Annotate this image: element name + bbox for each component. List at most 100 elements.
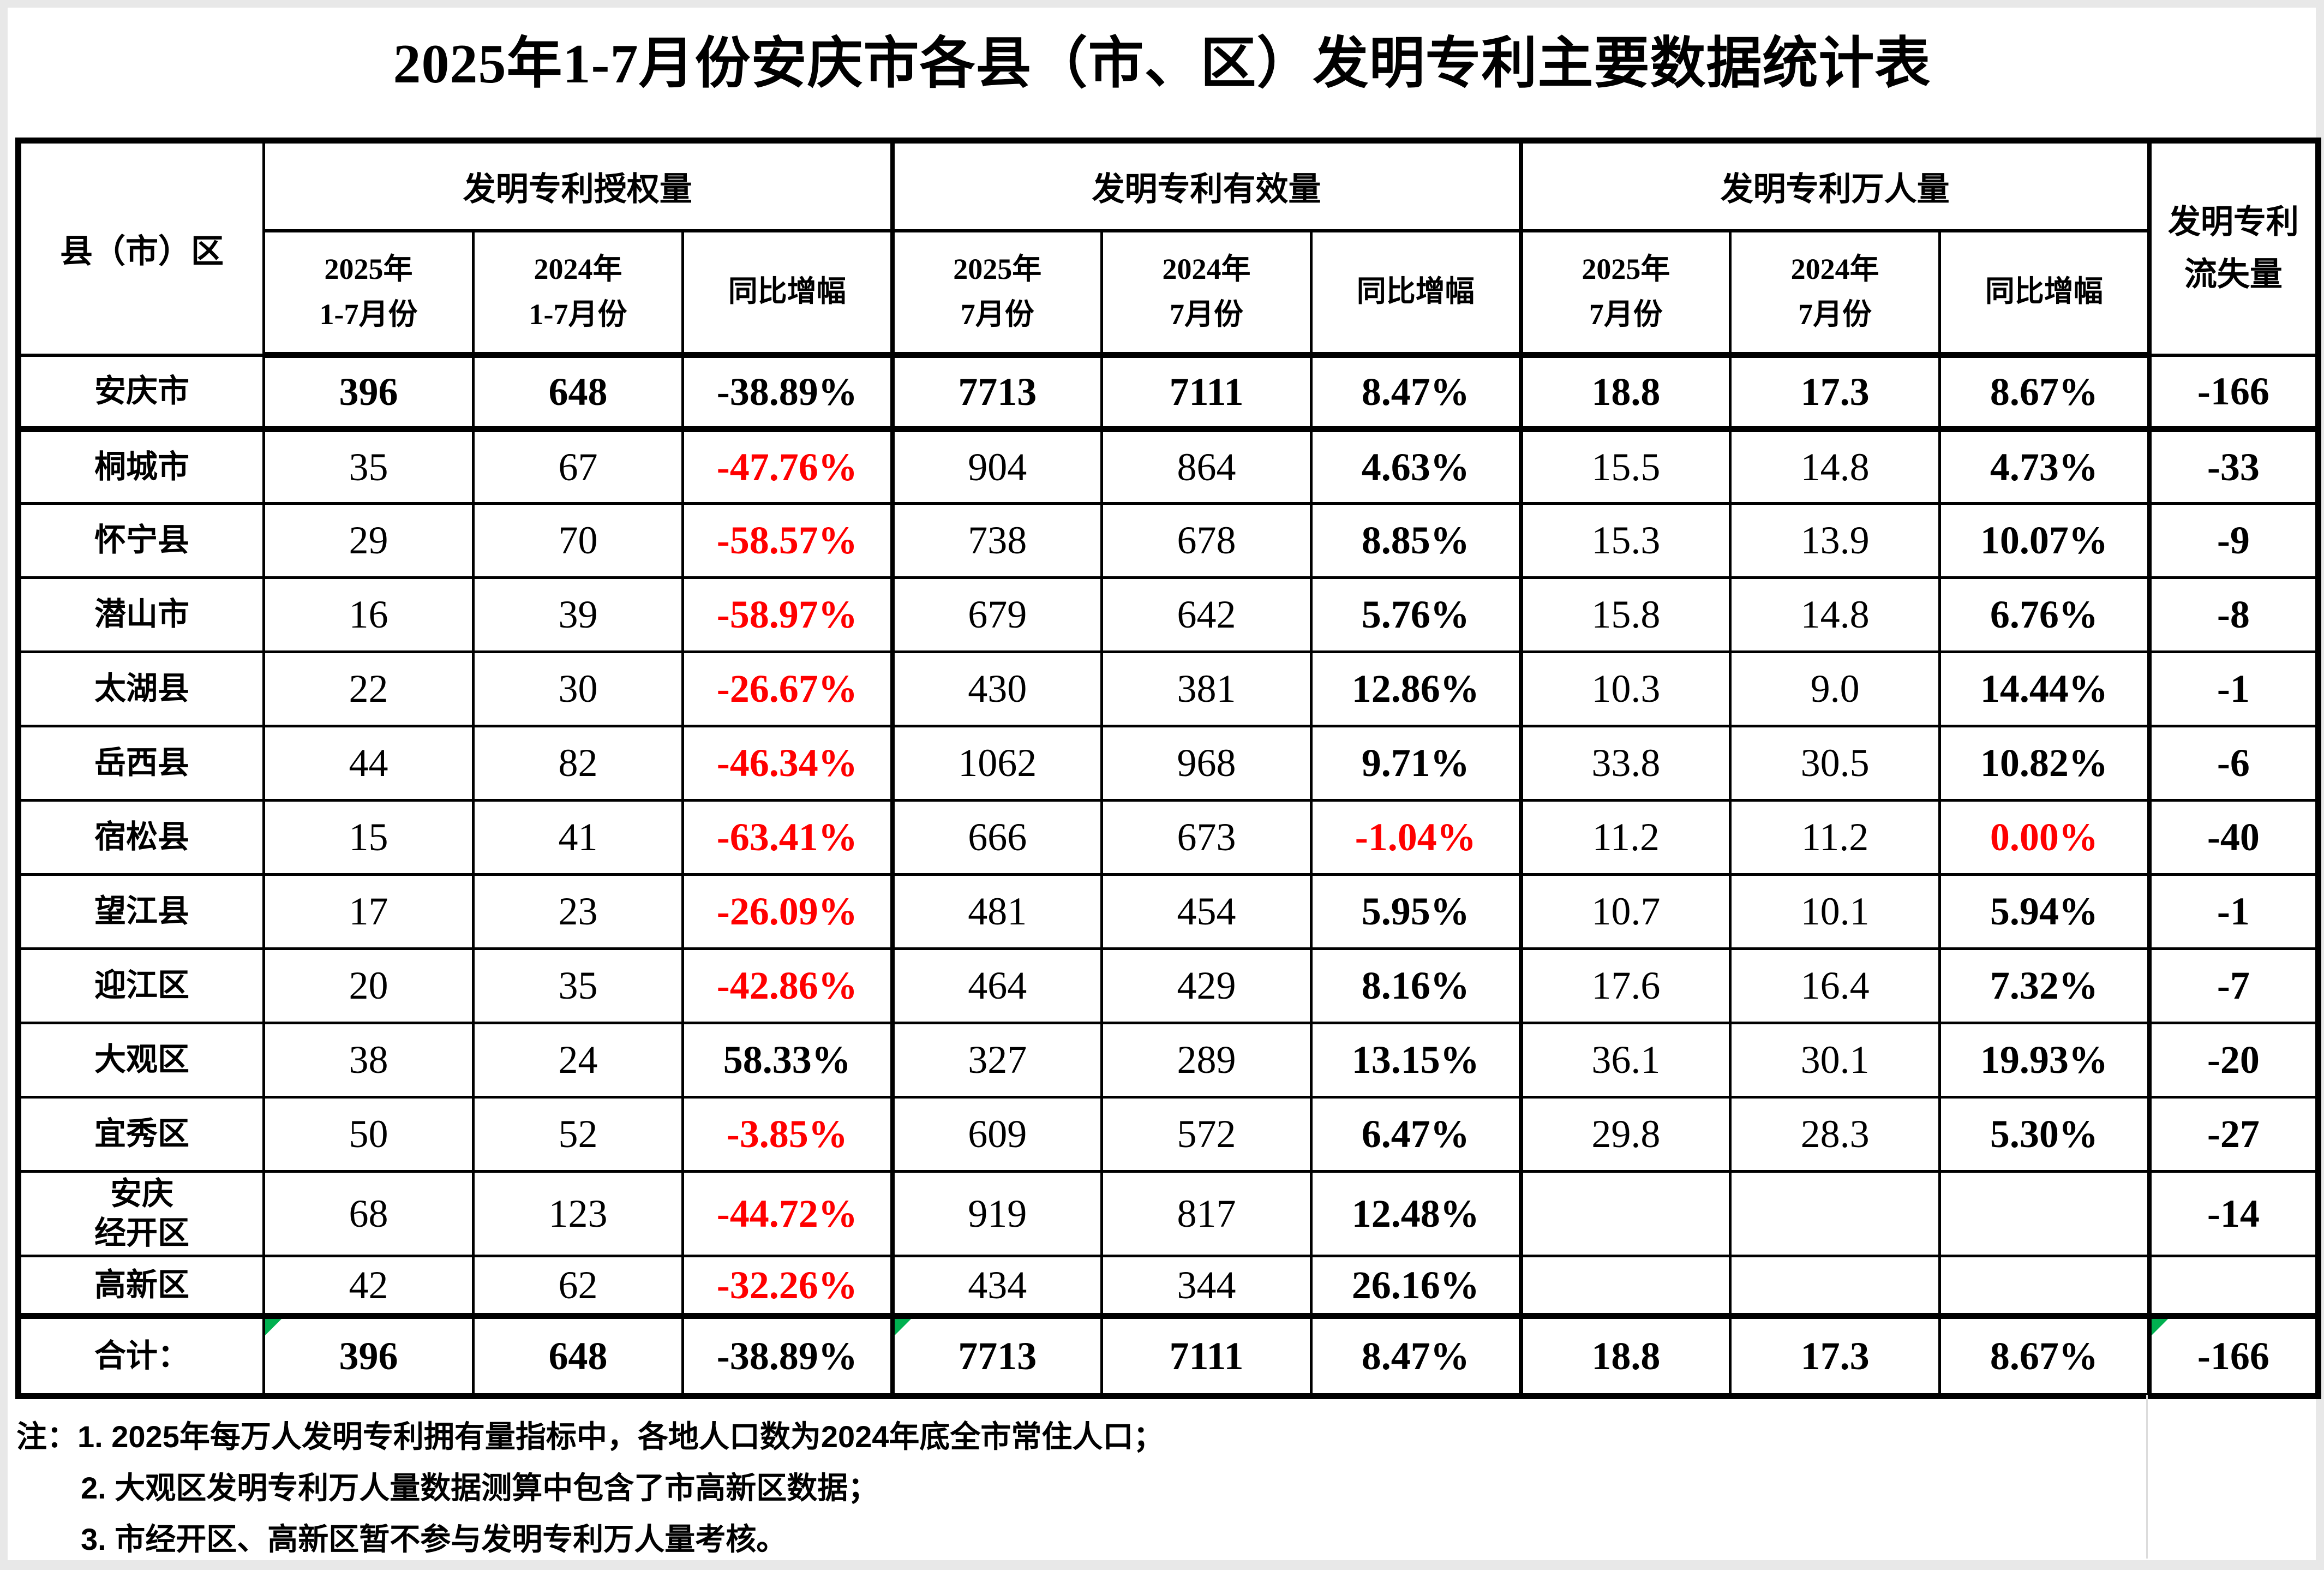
value-cell: 38 [262, 1022, 475, 1099]
cell-value: 5.76% [1361, 593, 1470, 636]
region-name-cell: 望江县 [17, 873, 265, 950]
cell-value: 968 [1177, 741, 1236, 785]
cell-value: 6.76% [1990, 593, 2098, 636]
cell-value: 10.3 [1591, 667, 1661, 711]
cell-value: -26.09% [716, 890, 858, 933]
value-cell [2147, 1255, 2320, 1317]
cell-value: 7.32% [1990, 964, 2098, 1007]
value-cell: -166 [2147, 354, 2320, 432]
cell-value: 50 [349, 1112, 388, 1156]
value-cell: 15.8 [1518, 576, 1732, 653]
cell-value: 9.0 [1810, 667, 1860, 711]
table-row: 合计： 396 648 -38.89% 7713 7111 8.47% 18.8 17.3 8.6… [17, 1313, 2320, 1398]
cell-value: 0.00% [1990, 815, 2098, 859]
cell-value: 648 [548, 1334, 608, 1378]
error-corner-icon [266, 1322, 281, 1335]
cell-value: -47.76% [716, 445, 858, 489]
cell-value: 15.8 [1591, 593, 1661, 636]
value-cell: 70 [472, 502, 684, 579]
cell-value: 8.47% [1361, 370, 1470, 414]
value-cell: 35 [472, 947, 684, 1024]
value-cell [1729, 1170, 1942, 1257]
header-group-per10k: 发明专利万人量 [1518, 139, 2151, 232]
value-cell: 344 [1100, 1255, 1313, 1317]
value-cell: 1062 [890, 725, 1104, 802]
value-cell: 17 [262, 873, 475, 950]
table-row: 安庆 经开区 68 123 -44.72% 919 817 12.48% -14 [17, 1170, 2320, 1257]
value-cell: -1 [2147, 873, 2320, 950]
region-name-cell: 桐城市 [17, 428, 265, 505]
region-name-cell: 怀宁县 [17, 502, 265, 579]
value-cell: 673 [1100, 799, 1313, 876]
cell-value: 33.8 [1591, 741, 1661, 785]
cell-value: 10.07% [1980, 518, 2108, 562]
table-row: 望江县 17 23 -26.09% 481 454 5.95% 10.7 10.1 5.94% -1 [17, 873, 2320, 950]
cell-value: 572 [1177, 1112, 1236, 1156]
cell-value: 666 [968, 815, 1027, 859]
value-cell: -47.76% [681, 428, 894, 505]
header-valid-yoy: 同比增幅 [1310, 229, 1523, 358]
cell-value: 5.30% [1990, 1112, 2098, 1156]
table-row: 怀宁县 29 70 -58.57% 738 678 8.85% 15.3 13.9 10.07% -… [17, 502, 2320, 579]
value-cell: 42 [262, 1255, 475, 1317]
cell-value: -1 [2217, 890, 2250, 933]
region-name-cell: 宜秀区 [17, 1096, 265, 1173]
cell-value: 344 [1177, 1263, 1236, 1307]
cell-value: 12.48% [1351, 1191, 1480, 1235]
value-cell: 26.16% [1310, 1255, 1523, 1317]
cell-value: 26.16% [1351, 1263, 1480, 1307]
cell-value: 67 [558, 445, 598, 489]
value-cell: 82 [472, 725, 684, 802]
cell-value: 7713 [958, 370, 1037, 414]
cell-value: 5.95% [1361, 890, 1470, 933]
value-cell: 5.76% [1310, 576, 1523, 653]
value-cell: 16 [262, 576, 475, 653]
cell-value: 30.5 [1800, 741, 1870, 785]
table-row: 迎江区 20 35 -42.86% 464 429 8.16% 17.6 16.4 7.32% -7 [17, 947, 2320, 1024]
table-title: 2025年1-7月份安庆市各县（市、区）发明专利主要数据统计表 [393, 33, 1931, 95]
value-cell: 30 [472, 650, 684, 727]
gridline-remnant [2146, 1395, 2148, 1559]
cell-value: 29 [349, 518, 388, 562]
table-row: 宜秀区 50 52 -3.85% 609 572 6.47% 29.8 28.3 5.30% -27 [17, 1096, 2320, 1173]
value-cell: 11.2 [1518, 799, 1732, 876]
cell-value: 18.8 [1591, 370, 1661, 414]
cell-value: 18.8 [1591, 1334, 1661, 1378]
cell-value: -58.97% [716, 593, 858, 636]
value-cell: 4.73% [1938, 428, 2151, 505]
cell-value: 38 [349, 1038, 388, 1082]
value-cell: 396 [262, 354, 475, 432]
value-cell: 396 [262, 1313, 475, 1398]
cell-value: 52 [558, 1112, 598, 1156]
cell-value: 82 [558, 741, 598, 785]
value-cell: 7.32% [1938, 947, 2151, 1024]
value-cell: 33.8 [1518, 725, 1732, 802]
cell-value: 904 [968, 445, 1027, 489]
cell-value: -42.86% [716, 964, 858, 1007]
value-cell: -32.26% [681, 1255, 894, 1317]
cell-value: -63.41% [716, 815, 858, 859]
cell-value: 738 [968, 518, 1027, 562]
cell-value: 464 [968, 964, 1027, 1007]
cell-value: 396 [339, 1334, 398, 1378]
value-cell: 434 [890, 1255, 1104, 1317]
cell-value: -1.04% [1355, 815, 1476, 859]
value-cell [1938, 1255, 2151, 1317]
cell-value: -3.85% [726, 1112, 848, 1156]
cell-value: 673 [1177, 815, 1236, 859]
value-cell: -46.34% [681, 725, 894, 802]
cell-value: 642 [1177, 593, 1236, 636]
cell-value: 30.1 [1800, 1038, 1870, 1082]
cell-value: -8 [2217, 593, 2250, 636]
cell-value: 20 [349, 964, 388, 1007]
value-cell: 8.47% [1310, 354, 1523, 432]
cell-value: 42 [349, 1263, 388, 1307]
value-cell: 68 [262, 1170, 475, 1257]
value-cell: 7111 [1100, 1313, 1313, 1398]
value-cell: 5.30% [1938, 1096, 2151, 1173]
value-cell: 738 [890, 502, 1104, 579]
value-cell: 648 [472, 354, 684, 432]
cell-value: 123 [548, 1191, 608, 1235]
value-cell: 18.8 [1518, 1313, 1732, 1398]
cell-value: -26.67% [716, 667, 858, 711]
